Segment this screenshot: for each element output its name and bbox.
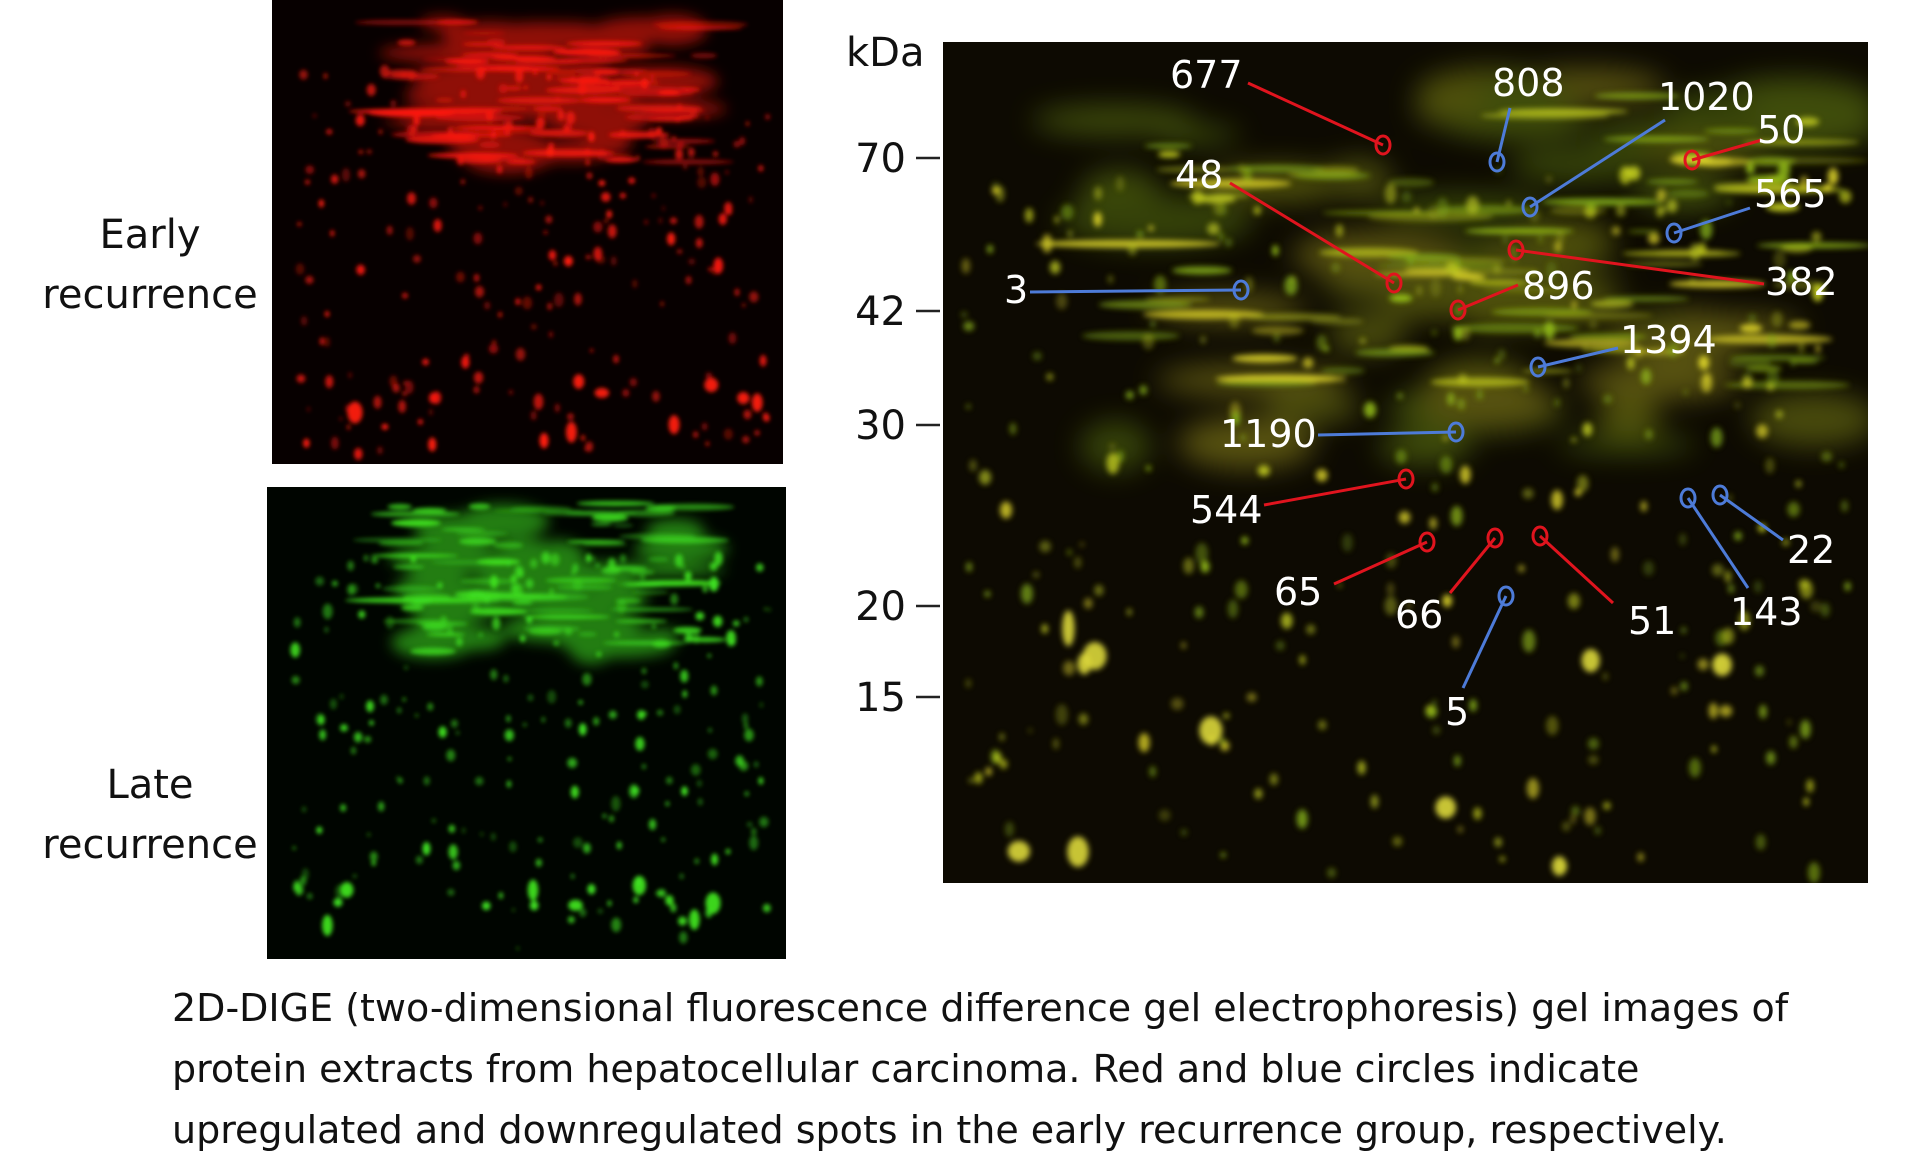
spot-circle: [1418, 531, 1436, 553]
spot-circle: [1397, 468, 1415, 490]
axis-tick-label: 70: [855, 136, 906, 182]
kda-axis: kDa 70 42 30 20 15: [846, 30, 940, 721]
figure-caption: 2D-DIGE (two-dimensional fluorescence di…: [172, 986, 1789, 1152]
axis-unit-label: kDa: [846, 30, 924, 76]
spot-leader-line: [1317, 430, 1457, 437]
spot-id-label: 565: [1754, 172, 1827, 216]
spot-annotation: 1394: [1529, 318, 1717, 378]
spot-id-label: 677: [1170, 53, 1243, 97]
spot-circle: [1683, 149, 1701, 171]
late-gel-image: [290, 500, 771, 950]
spot-circle: [1679, 487, 1697, 509]
spot-circle: [1531, 525, 1549, 547]
spot-leader-line: [1537, 346, 1619, 369]
spot-annotation: 3: [1004, 268, 1250, 312]
spot-id-label: 896: [1522, 264, 1595, 308]
spot-circle: [1497, 585, 1515, 607]
axis-tick-label: 42: [855, 289, 906, 335]
spot-leader-line: [1263, 477, 1407, 507]
spot-circle: [1665, 222, 1683, 244]
spot-leader-line: [1333, 540, 1428, 586]
spot-circle: [1529, 356, 1547, 378]
spot-id-label: 50: [1757, 108, 1805, 152]
spot-leader-line: [1686, 497, 1750, 589]
spot-id-label: 22: [1787, 528, 1835, 572]
spot-id-label: 5: [1445, 690, 1469, 734]
spot-annotation: 1020: [1521, 75, 1755, 218]
spot-leader-line: [1515, 248, 1765, 286]
spot-leader-line: [1691, 138, 1763, 162]
spot-id-label: 1394: [1620, 318, 1717, 362]
spot-annotation: 382: [1507, 239, 1838, 304]
axis-tick-label: 30: [855, 403, 906, 449]
spot-annotation: 65: [1274, 531, 1436, 614]
spot-id-label: 1190: [1220, 412, 1317, 456]
spot-annotation: 565: [1665, 172, 1827, 244]
spot-annotation: 896: [1449, 264, 1595, 321]
spot-annotation: 808: [1488, 61, 1565, 173]
spot-id-label: 544: [1190, 488, 1263, 532]
spot-leader-line: [1538, 534, 1615, 605]
late-recurrence-label: Late recurrence: [42, 762, 258, 868]
spot-annotation: 677: [1170, 53, 1392, 156]
spot-leader-line: [1448, 537, 1497, 594]
spot-id-label: 51: [1628, 599, 1676, 643]
spot-leader-line: [1247, 81, 1384, 147]
spot-id-label: 143: [1730, 590, 1803, 634]
spot-circle: [1447, 421, 1465, 443]
spot-id-label: 1020: [1658, 75, 1755, 119]
spot-id-label: 382: [1765, 260, 1838, 304]
early-gel-image: [295, 14, 771, 461]
early-recurrence-label: Early recurrence: [42, 212, 258, 318]
overlay-gel: [943, 42, 1868, 883]
spot-id-label: 48: [1175, 153, 1223, 197]
axis-tick-label: 20: [855, 584, 906, 630]
spot-id-label: 808: [1492, 61, 1565, 105]
spot-circle: [1711, 484, 1729, 506]
spot-leader-line: [1457, 283, 1519, 312]
spot-leader-line: [1529, 118, 1666, 209]
spot-annotation: 66: [1395, 527, 1504, 637]
spot-leader-line: [1229, 181, 1395, 285]
spot-leader-line: [1673, 206, 1751, 235]
spot-annotation: 1190: [1220, 412, 1465, 456]
spot-id-label: 3: [1004, 268, 1028, 312]
spot-id-label: 66: [1395, 593, 1443, 637]
spot-annotation: 51: [1531, 525, 1676, 643]
axis-tick-label: 15: [855, 675, 906, 721]
early-recurrence-gel: [272, 0, 783, 464]
overlay-gel-image: [960, 68, 1868, 883]
spot-circle: [1507, 239, 1525, 261]
spot-annotation: 5: [1445, 585, 1515, 734]
spot-annotation: 48: [1175, 153, 1403, 294]
spot-leader-line: [1461, 595, 1508, 689]
spot-circle: [1374, 134, 1392, 156]
spot-circle: [1486, 527, 1504, 549]
spot-circle: [1488, 151, 1506, 173]
spot-annotation: 22: [1711, 484, 1835, 572]
spot-circle: [1521, 196, 1539, 218]
spot-annotation: 544: [1190, 468, 1415, 532]
spot-circle: [1385, 272, 1403, 294]
spot-id-label: 65: [1274, 570, 1322, 614]
late-recurrence-gel: [267, 487, 786, 959]
spot-circle: [1232, 279, 1250, 301]
spot-leader-line: [1029, 288, 1242, 294]
spot-leader-line: [1719, 493, 1784, 542]
spot-circle: [1449, 299, 1467, 321]
spot-annotation: 50: [1683, 108, 1805, 171]
spot-annotation: 143: [1679, 487, 1803, 634]
